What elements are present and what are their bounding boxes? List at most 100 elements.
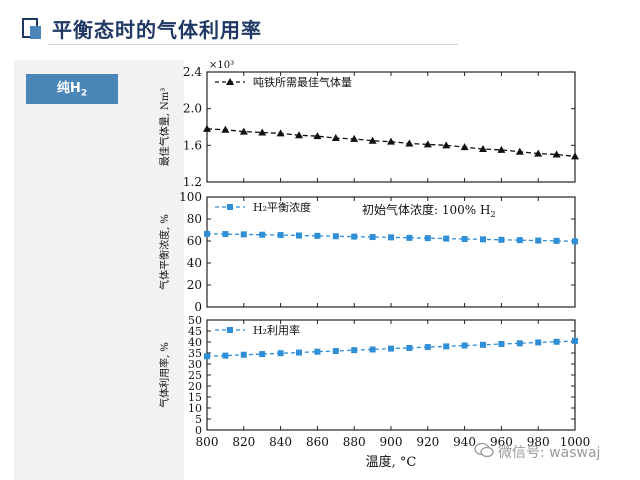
sidebar-item-label: 纯H <box>56 81 81 96</box>
data-point <box>534 149 543 157</box>
data-point <box>351 233 358 240</box>
data-point <box>368 136 377 144</box>
data-point <box>515 147 524 155</box>
y-tick-label: 5 <box>195 413 202 426</box>
y-tick-label: 2.4 <box>183 65 202 79</box>
data-point <box>277 232 284 239</box>
data-point <box>498 236 505 243</box>
data-point <box>259 231 266 238</box>
data-point <box>276 129 285 137</box>
y-tick-label: 35 <box>188 347 202 360</box>
x-tick-label: 800 <box>196 435 219 449</box>
y-axis-label: 最佳气体量, Nm³ <box>158 88 171 167</box>
x-tick-label: 860 <box>306 435 329 449</box>
data-point <box>314 232 321 239</box>
data-point <box>369 234 376 241</box>
legend-marker <box>226 78 234 85</box>
data-point <box>442 141 451 149</box>
legend-marker <box>227 204 233 210</box>
data-point <box>498 340 505 347</box>
y-tick-label: 10 <box>188 402 202 415</box>
data-point <box>350 134 359 142</box>
data-point <box>258 128 267 136</box>
data-point <box>296 349 302 356</box>
data-point <box>222 352 229 359</box>
data-point <box>314 348 321 355</box>
data-point <box>388 234 394 241</box>
data-point <box>296 232 302 239</box>
data-point <box>313 132 322 140</box>
data-point <box>480 236 486 243</box>
y-tick-label: 20 <box>187 278 202 292</box>
data-point <box>572 337 578 344</box>
data-point <box>461 236 468 243</box>
data-point <box>497 145 506 153</box>
data-point <box>424 235 431 242</box>
data-point <box>332 233 339 240</box>
data-point <box>552 150 561 158</box>
data-point <box>424 344 431 351</box>
x-tick-label: 900 <box>380 435 403 449</box>
data-point <box>240 231 247 238</box>
y-tick-label: 0 <box>195 424 202 437</box>
legend-label: H₂利用率 <box>253 323 300 337</box>
y-tick-label: 0 <box>194 300 202 314</box>
y-tick-label: 40 <box>188 336 202 349</box>
data-point <box>259 351 266 358</box>
data-point <box>351 347 358 354</box>
title-divider <box>48 44 458 45</box>
y-tick-label: 1.2 <box>183 175 202 189</box>
legend-label: 吨铁所需最佳气体量 <box>253 75 352 89</box>
y-tick-label: 60 <box>187 234 202 248</box>
data-point <box>222 231 229 238</box>
data-point <box>203 124 211 132</box>
y-tick-label: 20 <box>188 380 202 393</box>
data-point <box>516 340 523 347</box>
legend-marker <box>227 327 233 333</box>
data-point <box>221 125 230 133</box>
data-point <box>423 140 432 148</box>
data-point <box>331 134 340 141</box>
data-point <box>240 351 247 358</box>
x-tick-label: 820 <box>232 435 255 449</box>
data-point <box>406 234 413 241</box>
x-tick-label: 1000 <box>560 435 591 449</box>
data-point <box>480 341 486 348</box>
x-tick-label: 960 <box>490 435 513 449</box>
y-tick-label: 25 <box>188 369 202 382</box>
y-tick-label: 2.0 <box>183 102 202 116</box>
data-point <box>553 237 560 244</box>
y-tick-label: 45 <box>188 325 202 338</box>
data-point <box>516 237 523 244</box>
data-point <box>332 348 339 355</box>
data-point <box>277 350 284 357</box>
data-point <box>204 353 210 360</box>
sidebar-item-pure-h2[interactable]: 纯H2 <box>26 74 118 104</box>
data-point <box>572 238 578 245</box>
data-point <box>571 152 579 160</box>
sidebar-item-subscript: 2 <box>80 88 88 99</box>
data-point <box>388 345 394 352</box>
data-point <box>553 338 560 345</box>
x-tick-label: 880 <box>343 435 366 449</box>
y-multiplier-label: ×10³ <box>209 60 234 71</box>
data-point <box>204 230 210 237</box>
x-tick-label: 980 <box>527 435 550 449</box>
y-tick-label: 50 <box>188 314 202 327</box>
annotation-subscript: 2 <box>490 210 495 219</box>
legend-label: H₂平衡浓度 <box>253 200 311 214</box>
data-point <box>460 143 469 151</box>
data-point <box>369 346 376 353</box>
wechat-icon <box>474 442 494 458</box>
page-title: 平衡态时的气体利用率 <box>52 18 262 42</box>
data-point <box>461 342 468 349</box>
watermark-text: 微信号: waswaj <box>498 445 601 461</box>
data-point <box>535 237 542 244</box>
x-tick-label: 840 <box>269 435 292 449</box>
y-tick-label: 1.6 <box>183 138 202 152</box>
y-tick-label: 80 <box>187 212 202 226</box>
x-tick-label: 920 <box>416 435 439 449</box>
y-tick-label: 40 <box>187 256 202 270</box>
data-point <box>405 139 414 147</box>
